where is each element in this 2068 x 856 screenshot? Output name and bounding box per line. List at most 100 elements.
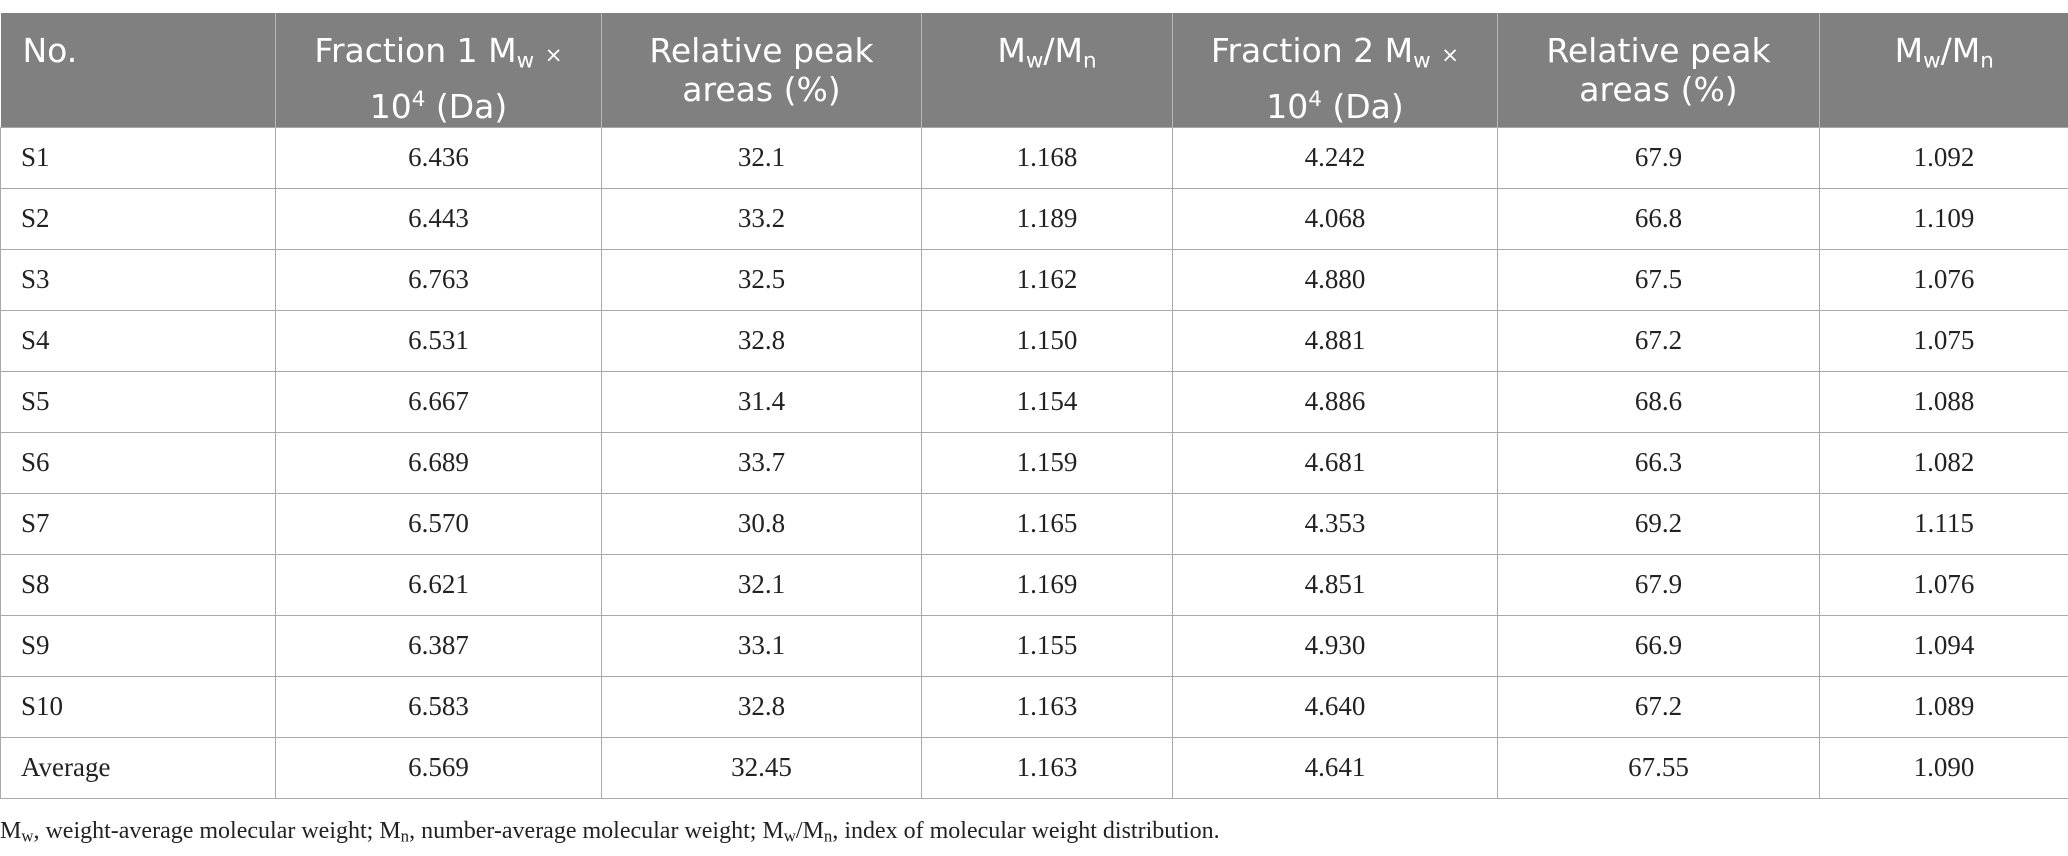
cell-no: Average <box>0 736 276 799</box>
cell-relative-peak-1: 33.1 <box>601 614 922 677</box>
cell-fraction2-mw: 4.881 <box>1172 309 1498 372</box>
cell-fraction2-mw: 4.880 <box>1172 248 1498 311</box>
cell-mw-mn-1: 1.168 <box>921 126 1173 189</box>
cell-fraction2-mw: 4.242 <box>1172 126 1498 189</box>
cell-mw-mn-1: 1.155 <box>921 614 1173 677</box>
cell-mw-mn-2: 1.075 <box>1819 309 2068 372</box>
cell-mw-mn-1: 1.163 <box>921 736 1173 799</box>
cell-fraction1-mw: 6.570 <box>275 492 602 555</box>
table-row: S6 6.689 33.7 1.159 4.681 66.3 1.082 <box>0 431 2068 494</box>
cell-relative-peak-1: 32.8 <box>601 675 922 738</box>
cell-relative-peak-1: 30.8 <box>601 492 922 555</box>
cell-mw-mn-2: 1.094 <box>1819 614 2068 677</box>
cell-relative-peak-2: 67.5 <box>1497 248 1820 311</box>
table-row: S3 6.763 32.5 1.162 4.880 67.5 1.076 <box>0 248 2068 311</box>
table-row: S7 6.570 30.8 1.165 4.353 69.2 1.115 <box>0 492 2068 555</box>
table-footnote: Mw, weight-average molecular weight; Mn,… <box>0 818 1220 846</box>
cell-relative-peak-1: 32.1 <box>601 553 922 616</box>
cell-fraction1-mw: 6.436 <box>275 126 602 189</box>
data-table: No. Fraction 1 Mw × 104 (Da) Relative pea… <box>0 13 2068 799</box>
cell-fraction2-mw: 4.640 <box>1172 675 1498 738</box>
cell-no: S3 <box>0 248 276 311</box>
table-row: S8 6.621 32.1 1.169 4.851 67.9 1.076 <box>0 553 2068 616</box>
table-row: S2 6.443 33.2 1.189 4.068 66.8 1.109 <box>0 187 2068 250</box>
cell-mw-mn-2: 1.088 <box>1819 370 2068 433</box>
cell-mw-mn-2: 1.089 <box>1819 675 2068 738</box>
cell-mw-mn-2: 1.109 <box>1819 187 2068 250</box>
cell-relative-peak-1: 32.8 <box>601 309 922 372</box>
cell-relative-peak-1: 31.4 <box>601 370 922 433</box>
cell-mw-mn-2: 1.115 <box>1819 492 2068 555</box>
cell-relative-peak-2: 66.3 <box>1497 431 1820 494</box>
cell-relative-peak-2: 66.9 <box>1497 614 1820 677</box>
cell-relative-peak-2: 66.8 <box>1497 187 1820 250</box>
cell-mw-mn-2: 1.090 <box>1819 736 2068 799</box>
cell-mw-mn-1: 1.150 <box>921 309 1173 372</box>
cell-mw-mn-1: 1.169 <box>921 553 1173 616</box>
cell-no: S1 <box>0 126 276 189</box>
cell-fraction2-mw: 4.641 <box>1172 736 1498 799</box>
cell-fraction2-mw: 4.930 <box>1172 614 1498 677</box>
cell-relative-peak-1: 33.2 <box>601 187 922 250</box>
cell-relative-peak-2: 67.2 <box>1497 309 1820 372</box>
cell-fraction1-mw: 6.763 <box>275 248 602 311</box>
header-fraction1-mw: Fraction 1 Mw × 104 (Da) <box>275 13 602 127</box>
cell-mw-mn-1: 1.159 <box>921 431 1173 494</box>
cell-mw-mn-2: 1.076 <box>1819 553 2068 616</box>
table-row: S10 6.583 32.8 1.163 4.640 67.2 1.089 <box>0 675 2068 738</box>
cell-mw-mn-1: 1.154 <box>921 370 1173 433</box>
cell-fraction1-mw: 6.621 <box>275 553 602 616</box>
cell-no: S6 <box>0 431 276 494</box>
cell-mw-mn-1: 1.163 <box>921 675 1173 738</box>
cell-relative-peak-2: 67.2 <box>1497 675 1820 738</box>
cell-fraction1-mw: 6.569 <box>275 736 602 799</box>
cell-mw-mn-2: 1.076 <box>1819 248 2068 311</box>
table-row: S4 6.531 32.8 1.150 4.881 67.2 1.075 <box>0 309 2068 372</box>
cell-fraction2-mw: 4.886 <box>1172 370 1498 433</box>
table-row: S5 6.667 31.4 1.154 4.886 68.6 1.088 <box>0 370 2068 433</box>
cell-mw-mn-1: 1.189 <box>921 187 1173 250</box>
cell-relative-peak-1: 32.45 <box>601 736 922 799</box>
header-mw-mn-1: Mw/Mn <box>921 13 1173 127</box>
cell-mw-mn-1: 1.162 <box>921 248 1173 311</box>
cell-no: S7 <box>0 492 276 555</box>
cell-no: S5 <box>0 370 276 433</box>
table-row: Average 6.569 32.45 1.163 4.641 67.55 1.090 <box>0 736 2068 799</box>
cell-fraction2-mw: 4.681 <box>1172 431 1498 494</box>
cell-mw-mn-2: 1.082 <box>1819 431 2068 494</box>
cell-relative-peak-2: 67.55 <box>1497 736 1820 799</box>
cell-fraction1-mw: 6.667 <box>275 370 602 433</box>
cell-relative-peak-2: 67.9 <box>1497 553 1820 616</box>
cell-fraction1-mw: 6.689 <box>275 431 602 494</box>
cell-relative-peak-1: 32.5 <box>601 248 922 311</box>
header-relative-peak-2: Relative peak areas (%) <box>1497 13 1820 127</box>
cell-no: S10 <box>0 675 276 738</box>
header-fraction2-mw: Fraction 2 Mw × 104 (Da) <box>1172 13 1498 127</box>
cell-fraction1-mw: 6.443 <box>275 187 602 250</box>
header-row: No. Fraction 1 Mw × 104 (Da) Relative pea… <box>0 13 2068 127</box>
cell-no: S4 <box>0 309 276 372</box>
header-no: No. <box>0 13 276 127</box>
cell-fraction1-mw: 6.583 <box>275 675 602 738</box>
cell-relative-peak-1: 33.7 <box>601 431 922 494</box>
cell-fraction2-mw: 4.851 <box>1172 553 1498 616</box>
cell-no: S2 <box>0 187 276 250</box>
cell-mw-mn-2: 1.092 <box>1819 126 2068 189</box>
cell-mw-mn-1: 1.165 <box>921 492 1173 555</box>
header-relative-peak-1: Relative peak areas (%) <box>601 13 922 127</box>
cell-fraction1-mw: 6.531 <box>275 309 602 372</box>
cell-relative-peak-1: 32.1 <box>601 126 922 189</box>
table-body: S1 6.436 32.1 1.168 4.242 67.9 1.092 S2 6.443 33.… <box>0 126 2068 799</box>
cell-relative-peak-2: 68.6 <box>1497 370 1820 433</box>
table-row: S9 6.387 33.1 1.155 4.930 66.9 1.094 <box>0 614 2068 677</box>
header-mw-mn-2: Mw/Mn <box>1819 13 2068 127</box>
cell-no: S9 <box>0 614 276 677</box>
cell-relative-peak-2: 69.2 <box>1497 492 1820 555</box>
cell-fraction2-mw: 4.353 <box>1172 492 1498 555</box>
cell-fraction2-mw: 4.068 <box>1172 187 1498 250</box>
table-row: S1 6.436 32.1 1.168 4.242 67.9 1.092 <box>0 126 2068 189</box>
cell-fraction1-mw: 6.387 <box>275 614 602 677</box>
cell-relative-peak-2: 67.9 <box>1497 126 1820 189</box>
cell-no: S8 <box>0 553 276 616</box>
